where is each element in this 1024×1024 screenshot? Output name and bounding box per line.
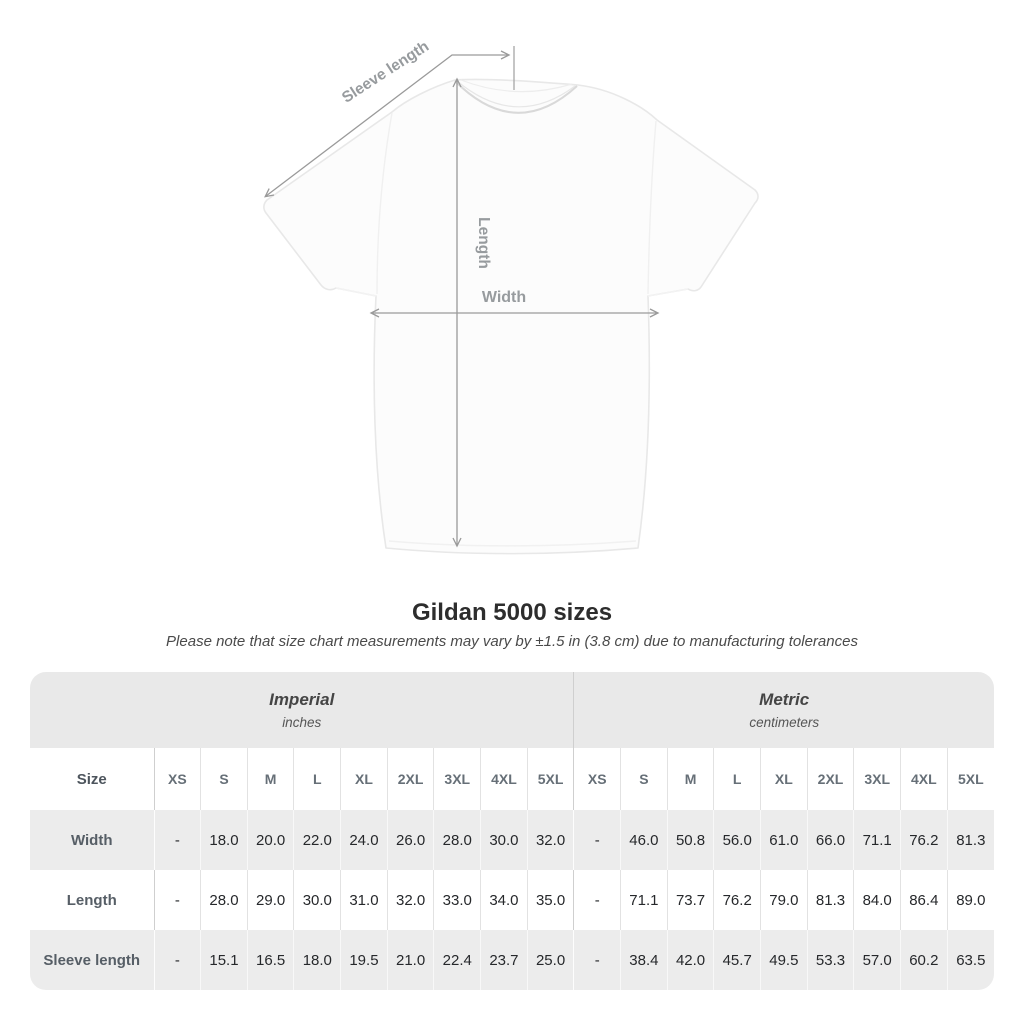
col-header-metric-4xl: 4XL	[900, 748, 948, 810]
cell-length-imperial-5xl: 35.0	[526, 870, 574, 930]
imperial-group-header: Imperial inches	[30, 672, 574, 748]
cell-sleeve-length-metric-m: 42.0	[666, 930, 714, 990]
col-header-imperial-3xl: 3XL	[433, 748, 481, 810]
cell-sleeve-length-imperial-4xl: 23.7	[480, 930, 528, 990]
cell-sleeve-length-metric-xs: -	[573, 930, 621, 990]
row-label-width: Width	[70, 831, 113, 849]
cell-length-metric-m: 73.7	[666, 870, 714, 930]
col-header-imperial-l: L	[293, 748, 341, 810]
cell-sleeve-length-metric-xl: 49.5	[760, 930, 808, 990]
cell-sleeve-length-metric-5xl: 63.5	[946, 930, 994, 990]
length-label: Length	[475, 217, 492, 269]
cell-width-imperial-xs: -	[153, 810, 201, 870]
cell-length-metric-s: 71.1	[620, 870, 668, 930]
col-header-metric-s: S	[620, 748, 668, 810]
size-table-wrap: Imperial inches Metric centimeters Size X…	[30, 672, 994, 990]
cell-length-imperial-m: 29.0	[246, 870, 294, 930]
imperial-label: Imperial	[269, 690, 335, 709]
cell-sleeve-length-metric-l: 45.7	[713, 930, 761, 990]
cell-width-imperial-3xl: 28.0	[433, 810, 481, 870]
imperial-sublabel: inches	[282, 715, 322, 730]
col-header-metric-2xl: 2XL	[806, 748, 854, 810]
col-header-metric-3xl: 3XL	[853, 748, 901, 810]
cell-length-metric-xs: -	[573, 870, 621, 930]
cell-width-metric-m: 50.8	[666, 810, 714, 870]
col-header-imperial-m: M	[246, 748, 294, 810]
col-header-imperial-2xl: 2XL	[386, 748, 434, 810]
table-row-sleeve-length: Sleeve length -15.1 16.5 18.0 19.5 21.0 22.4 23…	[30, 930, 994, 990]
cell-width-metric-4xl: 76.2	[900, 810, 948, 870]
cell-length-imperial-4xl: 34.0	[480, 870, 528, 930]
col-header-metric-xl: XL	[760, 748, 808, 810]
cell-length-imperial-2xl: 32.0	[386, 870, 434, 930]
cell-width-imperial-5xl: 32.0	[526, 810, 574, 870]
cell-width-imperial-4xl: 30.0	[480, 810, 528, 870]
metric-sublabel: centimeters	[749, 715, 820, 730]
unit-group-header-row: Imperial inches Metric centimeters	[30, 672, 994, 748]
cell-width-metric-2xl: 66.0	[806, 810, 854, 870]
cell-sleeve-length-imperial-xs: -	[153, 930, 201, 990]
col-header-imperial-4xl: 4XL	[480, 748, 528, 810]
col-header-metric-xs: XS	[573, 748, 621, 810]
width-arrow: Width	[369, 289, 660, 318]
size-header-row: Size XS S M L XL 2XL 3XL 4XL 5XL XS S M L XL 2XL 3XL 4XL 5…	[30, 748, 994, 810]
cell-width-imperial-s: 18.0	[200, 810, 248, 870]
metric-group-header: Metric centimeters	[573, 672, 994, 748]
cell-sleeve-length-metric-2xl: 53.3	[806, 930, 854, 990]
tshirt-measurement-diagram: Sleeve length Length Width	[263, 38, 759, 555]
cell-sleeve-length-imperial-3xl: 22.4	[433, 930, 481, 990]
col-header-imperial-5xl: 5XL	[526, 748, 574, 810]
cell-length-metric-xl: 79.0	[760, 870, 808, 930]
cell-length-metric-2xl: 81.3	[806, 870, 854, 930]
cell-length-imperial-xs: -	[153, 870, 201, 930]
col-header-imperial-xs: XS	[153, 748, 201, 810]
table-row-length: Length -28.0 29.0 30.0 31.0 32.0 33.0 34.0 35.0-…	[30, 870, 994, 930]
cell-sleeve-length-imperial-s: 15.1	[200, 930, 248, 990]
size-table: Imperial inches Metric centimeters Size X…	[30, 672, 994, 990]
cell-width-metric-xs: -	[573, 810, 621, 870]
cell-length-metric-l: 76.2	[713, 870, 761, 930]
cell-width-metric-l: 56.0	[713, 810, 761, 870]
metric-label: Metric	[759, 690, 810, 709]
cell-width-imperial-m: 20.0	[246, 810, 294, 870]
col-header-metric-5xl: 5XL	[946, 748, 994, 810]
cell-length-imperial-3xl: 33.0	[433, 870, 481, 930]
tshirt-graphic	[263, 78, 759, 555]
col-header-imperial-xl: XL	[340, 748, 388, 810]
cell-sleeve-length-metric-s: 38.4	[620, 930, 668, 990]
cell-sleeve-length-metric-4xl: 60.2	[900, 930, 948, 990]
row-label-sleeve-length: Sleeve length	[43, 951, 141, 969]
table-row-width: Width -18.0 20.0 22.0 24.0 26.0 28.0 30.0 32.0-4…	[30, 810, 994, 870]
cell-length-imperial-s: 28.0	[200, 870, 248, 930]
page-title: Gildan 5000 sizes	[411, 599, 613, 626]
cell-sleeve-length-imperial-5xl: 25.0	[526, 930, 574, 990]
col-header-metric-l: L	[713, 748, 761, 810]
cell-width-metric-s: 46.0	[620, 810, 668, 870]
col-header-imperial-s: S	[200, 748, 248, 810]
cell-sleeve-length-metric-3xl: 57.0	[853, 930, 901, 990]
cell-width-metric-5xl: 81.3	[946, 810, 994, 870]
cell-length-metric-4xl: 86.4	[900, 870, 948, 930]
col-header-metric-m: M	[666, 748, 714, 810]
tolerance-note: Please note that size chart measurements…	[166, 633, 858, 650]
cell-width-metric-3xl: 71.1	[853, 810, 901, 870]
cell-length-metric-5xl: 89.0	[946, 870, 994, 930]
width-label: Width	[482, 289, 526, 306]
cell-sleeve-length-imperial-l: 18.0	[293, 930, 341, 990]
cell-sleeve-length-imperial-m: 16.5	[246, 930, 294, 990]
size-column-header: Size	[76, 770, 107, 788]
cell-width-metric-xl: 61.0	[760, 810, 808, 870]
row-label-length: Length	[66, 891, 117, 909]
cell-sleeve-length-imperial-2xl: 21.0	[386, 930, 434, 990]
cell-length-metric-3xl: 84.0	[853, 870, 901, 930]
cell-length-imperial-l: 30.0	[293, 870, 341, 930]
cell-width-imperial-2xl: 26.0	[386, 810, 434, 870]
cell-width-imperial-l: 22.0	[293, 810, 341, 870]
cell-width-imperial-xl: 24.0	[340, 810, 388, 870]
cell-sleeve-length-imperial-xl: 19.5	[340, 930, 388, 990]
cell-length-imperial-xl: 31.0	[340, 870, 388, 930]
